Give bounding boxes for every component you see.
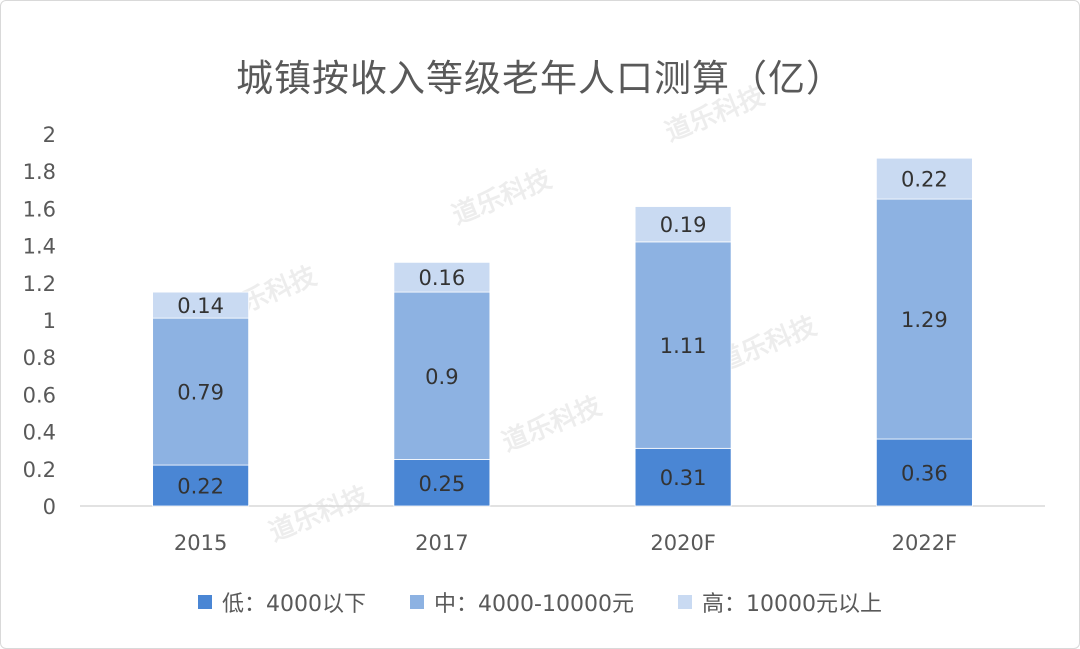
- chart-title: 城镇按收入等级老年人口测算（亿）: [236, 57, 844, 100]
- data-label: 0.36: [901, 462, 948, 486]
- data-label: 0.22: [901, 168, 948, 192]
- x-tick-label: 2022F: [892, 531, 958, 555]
- data-label: 0.79: [177, 381, 224, 405]
- bar-segment: [152, 464, 250, 507]
- bar-segment: [152, 291, 250, 319]
- y-tick-label: 1: [43, 309, 56, 333]
- watermark-text: 道乐科技: [448, 163, 556, 231]
- legend-label-high: 高：10000元以上: [701, 592, 882, 617]
- x-tick-label: 2017: [415, 531, 468, 555]
- data-label: 0.14: [177, 294, 224, 318]
- legend-swatch-high: [677, 595, 692, 609]
- data-label: 0.22: [177, 475, 224, 499]
- y-tick-label: 0.2: [23, 458, 56, 482]
- bar-segment: [393, 459, 491, 507]
- y-tick-label: 0: [43, 495, 56, 519]
- data-label: 0.9: [425, 365, 458, 389]
- bar-segment: [393, 261, 491, 293]
- bar-segment: [875, 157, 973, 200]
- legend-item-high: 高：10000元以上: [677, 586, 882, 618]
- data-label: 0.16: [418, 266, 465, 290]
- y-tick-label: 0.4: [23, 421, 56, 445]
- legend-item-low: 低：4000以下: [198, 586, 366, 618]
- y-tick-label: 1.2: [23, 272, 56, 296]
- data-label: 0.31: [660, 466, 707, 490]
- bar-segment: [634, 206, 732, 243]
- watermark-text: 道乐科技: [265, 480, 373, 548]
- y-tick-label: 0.6: [23, 383, 56, 407]
- bar-segment: [634, 447, 732, 507]
- legend-label-low: 低：4000以下: [222, 592, 367, 617]
- data-label: 1.11: [660, 334, 707, 358]
- data-label: 1.29: [901, 308, 948, 332]
- legend-swatch-low: [198, 595, 213, 609]
- x-tick-label: 2015: [174, 531, 227, 555]
- legend-swatch-mid: [410, 595, 425, 609]
- bar-segment: [152, 317, 250, 466]
- x-tick-label: 2020F: [650, 531, 716, 555]
- y-tick-label: 1.6: [23, 197, 56, 221]
- bar-segment: [875, 198, 973, 440]
- bar-segment: [875, 438, 973, 507]
- y-tick-label: 2: [43, 123, 56, 147]
- bar-segment: [634, 241, 732, 449]
- y-tick-label: 0.8: [23, 346, 56, 370]
- chart-legend: 低：4000以下 中：4000-10000元 高：10000元以上: [0, 586, 1080, 618]
- y-tick-label: 1.4: [23, 235, 56, 259]
- legend-item-mid: 中：4000-10000元: [410, 586, 634, 618]
- y-tick-label: 1.8: [23, 160, 56, 184]
- bar-segment: [393, 291, 491, 460]
- legend-label-mid: 中：4000-10000元: [434, 592, 634, 617]
- data-label: 0.25: [418, 472, 465, 496]
- watermark-text: 道乐科技: [498, 390, 606, 458]
- data-label: 0.19: [660, 213, 707, 237]
- watermark-text: 道乐科技: [661, 80, 769, 148]
